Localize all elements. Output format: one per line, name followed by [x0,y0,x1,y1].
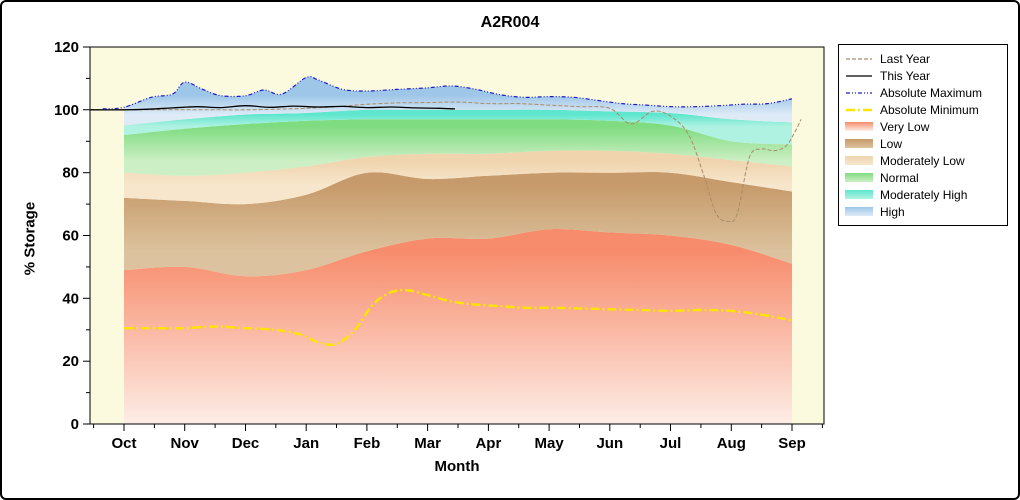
y-tick-label: 100 [54,102,79,119]
legend-band-swatch [845,173,873,182]
legend-label: Moderately Low [880,153,965,168]
legend-line-sample [846,57,872,60]
legend-item-this-year: This Year [845,67,1001,84]
band-moderately-low [124,150,792,205]
legend-item-last-year: Last Year [845,50,1001,67]
legend: Last Year This Year Absolute Maximum Absolu… [838,44,1008,226]
legend-item-absolute-maximum: Absolute Maximum [845,84,1001,101]
x-tick-label: Feb [354,435,381,452]
legend-item-high: High [845,203,1001,220]
legend-label: Low [880,136,903,151]
y-tick-label: 80 [62,165,79,182]
x-tick-label: Dec [232,435,260,452]
line-last-year [90,101,802,223]
band-normal [124,119,792,176]
band-very-low [124,229,792,424]
y-tick-label: 0 [71,416,79,433]
line-this-year [90,105,456,111]
legend-line-sample [846,74,872,77]
x-tick-label: Sep [778,435,806,452]
legend-item-normal: Normal [845,169,1001,186]
y-tick-label: 60 [62,228,79,245]
legend-band-swatch [845,207,873,216]
legend-item-moderately-low: Moderately Low [845,152,1001,169]
legend-band-swatch [845,122,873,131]
legend-label: Very Low [880,119,930,134]
legend-item-low: Low [845,135,1001,152]
legend-line-sample [846,91,872,94]
band-moderately-high [124,109,792,145]
legend-band-swatch [845,190,873,199]
x-tick-label: Apr [475,435,501,452]
legend-label: Absolute Maximum [880,85,983,100]
legend-label: Last Year [880,51,931,66]
legend-label: This Year [880,68,931,83]
legend-label: Moderately High [880,187,968,202]
legend-band-swatch [845,156,873,165]
legend-item-moderately-high: Moderately High [845,186,1001,203]
x-tick-label: Jun [596,435,623,452]
legend-band-swatch [845,139,873,148]
x-tick-label: Jul [660,435,682,452]
band-low [124,171,792,277]
x-tick-label: Jan [293,435,319,452]
x-tick-label: Oct [111,435,136,452]
legend-label: Normal [880,170,919,185]
y-axis-label: % Storage [21,201,39,276]
legend-item-very-low: Very Low [845,118,1001,135]
legend-label: High [880,204,905,219]
x-tick-label: Aug [717,435,746,452]
y-tick-label: 20 [62,353,79,370]
legend-item-absolute-minimum: Absolute Minimum [845,101,1001,118]
line-absolute-minimum [124,288,793,346]
x-tick-label: Nov [171,435,200,452]
legend-line-sample [846,108,872,111]
line-absolute-maximum [102,76,793,110]
legend-label: Absolute Minimum [880,102,979,117]
x-tick-label: Mar [414,435,441,452]
y-tick-label: 40 [62,290,79,307]
x-tick-label: May [535,435,565,452]
y-tick-label: 120 [54,39,79,56]
chart-title: A2R004 [480,14,540,31]
x-axis-label: Month [434,458,480,475]
